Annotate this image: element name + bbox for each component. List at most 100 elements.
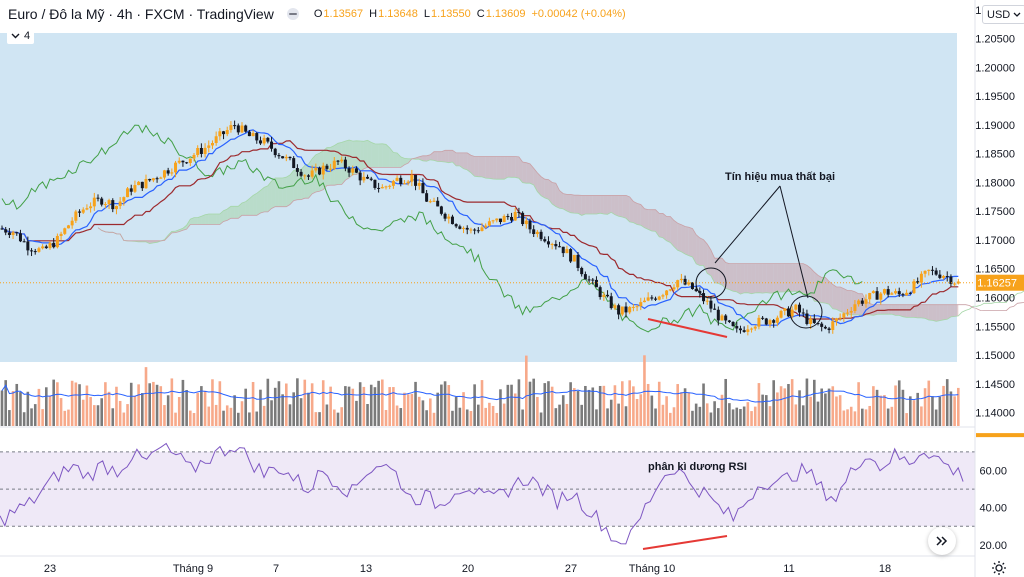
volume-bar bbox=[827, 388, 831, 426]
cloud-segment bbox=[655, 209, 660, 237]
indicators-toggle[interactable]: 4 bbox=[7, 28, 35, 44]
cloud-segment bbox=[493, 156, 497, 180]
price-tick-label: 1.15500 bbox=[975, 321, 1015, 333]
symbol-title[interactable]: Euro / Đô la Mỹ · 4h · FXCM · TradingVie… bbox=[8, 6, 274, 22]
candle-body bbox=[517, 211, 521, 213]
price-axis[interactable]: 1.210001.205001.200001.195001.190001.185… bbox=[975, 5, 1024, 438]
indicators-count: 4 bbox=[24, 30, 31, 42]
currency-dropdown[interactable]: USD bbox=[982, 5, 1024, 24]
volume-bar bbox=[709, 412, 713, 426]
candle-body bbox=[229, 125, 233, 131]
cloud-segment bbox=[445, 150, 449, 163]
volume-bar bbox=[259, 389, 262, 426]
gear-icon[interactable] bbox=[991, 560, 1007, 576]
candle-body bbox=[912, 281, 916, 294]
volume-bar bbox=[669, 412, 672, 426]
rsi-axis[interactable]: 60.00 40.00 20.00 bbox=[979, 465, 1007, 551]
candle-body bbox=[351, 168, 355, 173]
volume-bar bbox=[794, 404, 798, 426]
volume-bar bbox=[550, 386, 554, 426]
cloud-segment bbox=[592, 195, 597, 215]
candle-body bbox=[340, 159, 344, 162]
volume-bar bbox=[414, 381, 417, 426]
candle-body bbox=[720, 315, 724, 321]
candle-body bbox=[148, 178, 152, 181]
cloud-segment bbox=[319, 150, 324, 192]
eye-icon[interactable] bbox=[284, 7, 302, 21]
cloud-segment bbox=[677, 223, 682, 252]
volume-bar bbox=[934, 409, 938, 426]
cloud-segment bbox=[275, 177, 279, 207]
volume-bar bbox=[694, 403, 698, 426]
volume-bar bbox=[406, 394, 410, 426]
cloud-segment bbox=[485, 156, 490, 179]
cloud-segment bbox=[770, 263, 774, 294]
volume-bar bbox=[901, 389, 905, 426]
cloud-segment bbox=[356, 140, 361, 175]
volume-bar bbox=[273, 387, 277, 426]
cloud-segment bbox=[862, 293, 866, 315]
scroll-to-realtime-button[interactable] bbox=[928, 527, 956, 555]
volume-bar bbox=[141, 393, 144, 426]
candle-body bbox=[868, 293, 872, 300]
cloud-segment bbox=[585, 195, 590, 215]
cloud-segment bbox=[818, 275, 822, 303]
candle-body bbox=[746, 329, 750, 332]
candle-body bbox=[816, 323, 820, 325]
cloud-segment bbox=[829, 281, 833, 309]
volume-bar bbox=[528, 381, 532, 426]
cloud-segment bbox=[626, 195, 630, 222]
volume-bar bbox=[746, 402, 750, 426]
cloud-segment bbox=[666, 216, 671, 243]
volume-bar bbox=[296, 378, 299, 426]
volume-bar bbox=[909, 396, 912, 426]
cloud-segment bbox=[950, 304, 955, 317]
volume-bar bbox=[495, 412, 499, 426]
volume-bar bbox=[15, 383, 19, 426]
cloud-segment bbox=[278, 177, 283, 207]
volume-bar bbox=[163, 405, 166, 426]
time-axis[interactable]: 23 Tháng 9 7 13 20 27 Tháng 10 11 18 bbox=[44, 563, 891, 575]
candle-body bbox=[222, 131, 226, 135]
candle-body bbox=[731, 321, 735, 327]
candle-body bbox=[809, 318, 813, 324]
volume-bar bbox=[377, 380, 380, 426]
tenkan-sen bbox=[1, 129, 959, 326]
candle-body bbox=[369, 178, 373, 180]
candle-body bbox=[783, 308, 787, 311]
last-price-label: 1.16257 bbox=[977, 278, 1017, 290]
volume-bar bbox=[96, 405, 100, 426]
candle-body bbox=[930, 269, 934, 271]
annotation-failed-buy-signal: Tín hiệu mua thất bại bbox=[725, 171, 835, 183]
cloud-segment bbox=[426, 154, 431, 162]
candle-body bbox=[886, 289, 890, 295]
volume-bar bbox=[783, 388, 787, 426]
candle-body bbox=[524, 220, 528, 225]
volume-bar bbox=[790, 379, 794, 426]
candle-body bbox=[543, 239, 547, 242]
volume-bar bbox=[107, 391, 111, 426]
candle-body bbox=[177, 160, 181, 163]
candle-body bbox=[465, 227, 469, 230]
candle-body bbox=[753, 326, 757, 329]
candle-body bbox=[89, 206, 93, 209]
candle-body bbox=[768, 320, 772, 325]
candle-body bbox=[162, 170, 166, 178]
price-pane[interactable]: Tín hiệu mua thất bại bbox=[0, 33, 1024, 362]
price-tick-label: 1.20500 bbox=[975, 34, 1015, 46]
volume-bar bbox=[251, 382, 255, 426]
volume-bar bbox=[170, 378, 174, 426]
volume-bar bbox=[310, 383, 314, 426]
candle-body bbox=[757, 317, 761, 327]
volume-pane[interactable] bbox=[0, 355, 960, 426]
close-key: C bbox=[476, 8, 485, 20]
cloud-segment bbox=[607, 195, 612, 215]
candle-body bbox=[402, 183, 406, 185]
volume-bar bbox=[100, 398, 103, 426]
candle-body bbox=[772, 320, 776, 323]
rsi-pane[interactable]: phân kì dương RSI bbox=[0, 442, 975, 550]
cloud-segment bbox=[452, 150, 457, 166]
volume-bar bbox=[949, 391, 953, 426]
volume-bar bbox=[270, 400, 273, 426]
